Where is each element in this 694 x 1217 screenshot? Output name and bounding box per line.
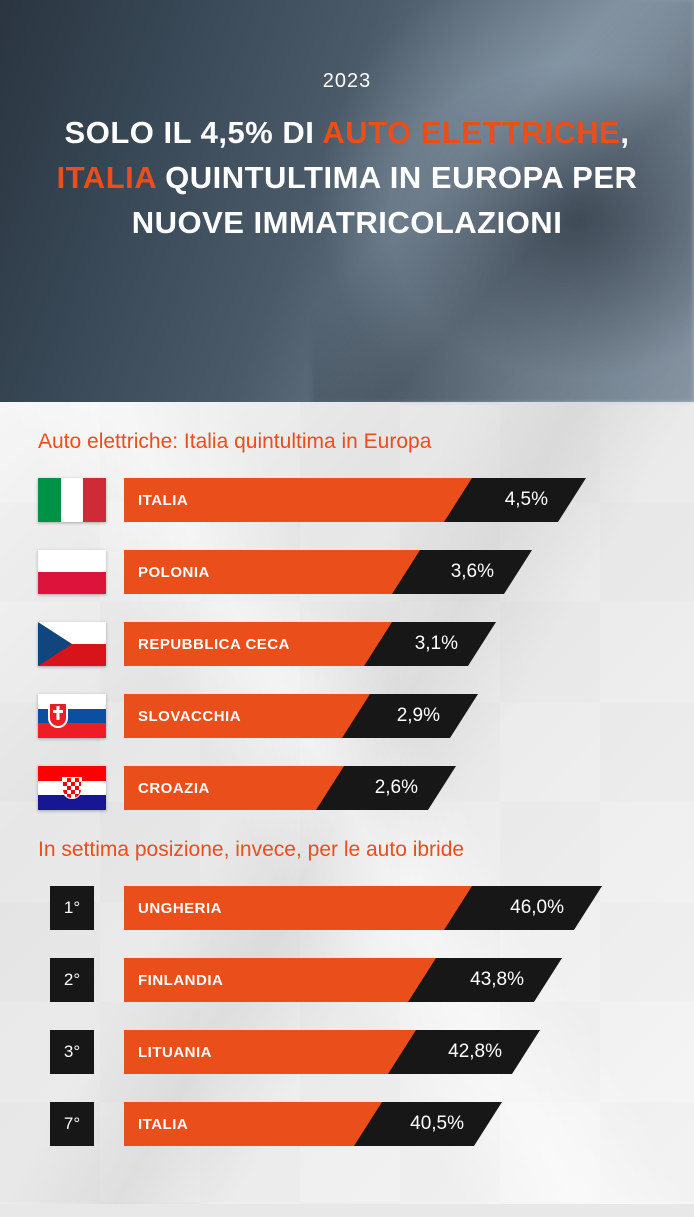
- chart-row: REPUBBLICA CECA 3,1%: [38, 622, 656, 666]
- sk-flag-icon: [38, 694, 106, 738]
- country-label: SLOVACCHIA: [138, 708, 241, 725]
- bar: POLONIA 3,6%: [124, 550, 656, 594]
- chart-row: 7° ITALIA 40,5%: [38, 1102, 656, 1146]
- chart-row: 2° FINLANDIA 43,8%: [38, 958, 656, 1002]
- rank-badge: 7°: [50, 1102, 94, 1146]
- row-marker: 2°: [38, 958, 106, 1002]
- year-label: 2023: [323, 70, 372, 93]
- country-label: LITUANIA: [138, 1044, 212, 1061]
- electric-cars-chart: ITALIA 4,5% POLONIA 3,6% REPUBBLICA CECA 3,1%…: [38, 478, 656, 810]
- row-marker: 1°: [38, 886, 106, 930]
- chart-row: ITALIA 4,5%: [38, 478, 656, 522]
- country-label: UNGHERIA: [138, 900, 222, 917]
- percentage-value: 3,6%: [392, 550, 532, 594]
- cz-flag-icon: [38, 622, 106, 666]
- country-label: CROAZIA: [138, 780, 210, 797]
- row-marker: [38, 478, 106, 522]
- rank-badge: 3°: [50, 1030, 94, 1074]
- chart-row: CROAZIA 2,6%: [38, 766, 656, 810]
- country-label: POLONIA: [138, 564, 210, 581]
- percentage-value: 43,8%: [408, 958, 562, 1002]
- country-label: FINLANDIA: [138, 972, 223, 989]
- rank-badge: 1°: [50, 886, 94, 930]
- percentage-value: 42,8%: [388, 1030, 540, 1074]
- chart-row: 1° UNGHERIA 46,0%: [38, 886, 656, 930]
- it-flag-icon: [38, 478, 106, 522]
- percentage-value: 40,5%: [354, 1102, 502, 1146]
- bar: SLOVACCHIA 2,9%: [124, 694, 656, 738]
- bar: ITALIA 4,5%: [124, 478, 656, 522]
- bar-label-segment: ITALIA: [124, 478, 494, 522]
- chart-row: SLOVACCHIA 2,9%: [38, 694, 656, 738]
- bar: REPUBBLICA CECA 3,1%: [124, 622, 656, 666]
- bar: CROAZIA 2,6%: [124, 766, 656, 810]
- row-marker: 7°: [38, 1102, 106, 1146]
- section1-title: Auto elettriche: Italia quintultima in E…: [38, 430, 656, 454]
- hero-banner: 2023 SOLO IL 4,5% DI AUTO ELETTRICHE, IT…: [0, 0, 694, 402]
- bar: UNGHERIA 46,0%: [124, 886, 656, 930]
- country-label: ITALIA: [138, 492, 188, 509]
- row-marker: 3°: [38, 1030, 106, 1074]
- row-marker: [38, 694, 106, 738]
- bar: ITALIA 40,5%: [124, 1102, 656, 1146]
- percentage-value: 2,9%: [342, 694, 478, 738]
- country-label: REPUBBLICA CECA: [138, 636, 290, 653]
- percentage-value: 3,1%: [364, 622, 496, 666]
- bar: LITUANIA 42,8%: [124, 1030, 656, 1074]
- rank-badge: 2°: [50, 958, 94, 1002]
- percentage-value: 46,0%: [444, 886, 602, 930]
- content-area: Auto elettriche: Italia quintultima in E…: [0, 402, 694, 1204]
- row-marker: [38, 766, 106, 810]
- headline: SOLO IL 4,5% DI AUTO ELETTRICHE, ITALIA …: [0, 111, 694, 246]
- row-marker: [38, 622, 106, 666]
- section2-title: In settima posizione, invece, per le aut…: [38, 838, 656, 862]
- row-marker: [38, 550, 106, 594]
- chart-row: 3° LITUANIA 42,8%: [38, 1030, 656, 1074]
- bar: FINLANDIA 43,8%: [124, 958, 656, 1002]
- hybrid-cars-chart: 1° UNGHERIA 46,0% 2° FINLANDIA 43,8% 3° LITUANI…: [38, 886, 656, 1146]
- pl-flag-icon: [38, 550, 106, 594]
- country-label: ITALIA: [138, 1116, 188, 1133]
- percentage-value: 2,6%: [316, 766, 456, 810]
- percentage-value: 4,5%: [444, 478, 586, 522]
- chart-row: POLONIA 3,6%: [38, 550, 656, 594]
- hr-flag-icon: [38, 766, 106, 810]
